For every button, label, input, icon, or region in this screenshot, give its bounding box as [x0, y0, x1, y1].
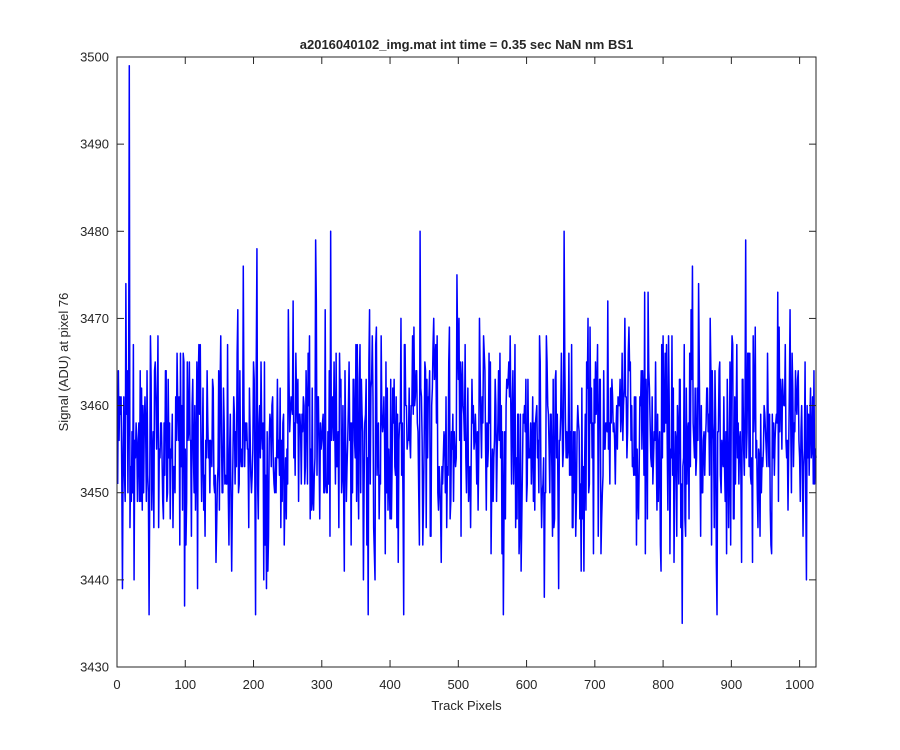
x-tick-label: 700 — [584, 677, 606, 692]
x-tick-label: 500 — [447, 677, 469, 692]
y-tick-label: 3490 — [80, 137, 109, 152]
x-tick-label: 100 — [174, 677, 196, 692]
y-tick-label: 3440 — [80, 572, 109, 587]
y-tick-label: 3480 — [80, 224, 109, 239]
y-tick-label: 3460 — [80, 398, 109, 413]
x-axis: 0 100 200 300 400 500 600 700 800 900 1000 — [113, 57, 814, 692]
y-tick-label: 3450 — [80, 485, 109, 500]
x-tick-label: 200 — [243, 677, 265, 692]
y-tick-label: 3470 — [80, 311, 109, 326]
series-line — [116, 64, 817, 625]
x-tick-label: 300 — [311, 677, 333, 692]
y-axis: 3430 3440 3450 3460 3470 3480 3490 3500 — [80, 50, 816, 675]
y-tick-label: 3500 — [80, 50, 109, 65]
y-axis-label: Signal (ADU) at pixel 76 — [56, 293, 71, 432]
x-axis-label: Track Pixels — [431, 698, 502, 713]
x-tick-label: 400 — [379, 677, 401, 692]
x-tick-label: 0 — [113, 677, 120, 692]
plot-area — [116, 56, 817, 668]
y-tick-label: 3430 — [80, 660, 109, 675]
x-tick-label: 900 — [721, 677, 743, 692]
x-tick-label: 1000 — [785, 677, 814, 692]
chart-title: a2016040102_img.mat int time = 0.35 sec … — [300, 37, 634, 52]
x-tick-label: 800 — [652, 677, 674, 692]
x-tick-label: 600 — [516, 677, 538, 692]
axes-box — [116, 56, 817, 668]
